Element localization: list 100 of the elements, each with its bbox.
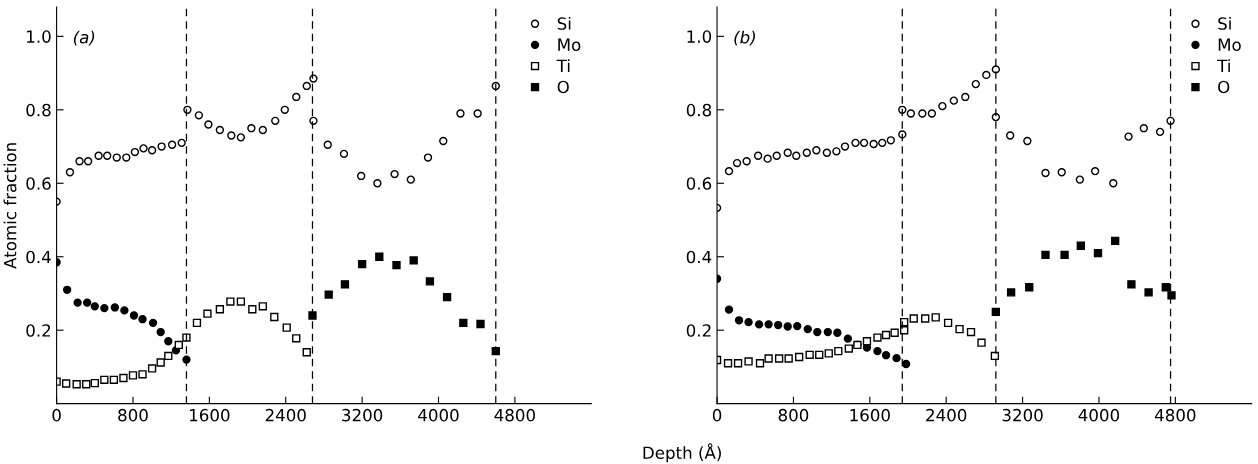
point (156, 358, 165, 367)
point (802, 148, 811, 157)
point (258, 125, 267, 135)
point (390, 169, 399, 179)
point (61, 379, 71, 388)
y-axis-title: Atomic fraction (3, 143, 17, 269)
point (1041, 250, 1050, 260)
point (110, 303, 120, 312)
point (1075, 175, 1085, 184)
point (177, 138, 186, 148)
point (1060, 250, 1069, 260)
point (236, 133, 246, 142)
point (392, 261, 401, 270)
point (982, 70, 991, 80)
x-tick-label: 800 (778, 408, 809, 422)
point (834, 346, 843, 356)
point (851, 138, 860, 148)
point (258, 302, 267, 311)
x-tick-label: 3200 (1002, 408, 1043, 422)
legend-label: O (557, 80, 569, 94)
point (815, 350, 824, 359)
point (167, 140, 177, 149)
point (1109, 179, 1118, 188)
point (409, 256, 418, 265)
legend-label: Si (1218, 16, 1231, 30)
point (938, 101, 947, 111)
point (859, 138, 869, 148)
y-tick-label: 0.2 (26, 324, 51, 337)
point (824, 349, 833, 358)
point (763, 154, 772, 163)
point (442, 292, 452, 302)
point (1161, 283, 1170, 292)
point (1023, 136, 1032, 146)
point (724, 166, 734, 176)
point (773, 320, 783, 330)
point (869, 139, 878, 149)
point (456, 109, 465, 118)
point (473, 109, 482, 118)
point (783, 322, 792, 331)
point (459, 318, 468, 328)
point (423, 153, 433, 162)
point (909, 314, 918, 323)
point (174, 340, 183, 350)
point (840, 142, 850, 151)
x-tick-label: 4800 (494, 408, 535, 422)
point (340, 280, 350, 289)
point (280, 105, 289, 114)
point (862, 337, 872, 346)
point (764, 320, 773, 329)
point (226, 297, 235, 306)
point (977, 338, 986, 347)
point (425, 277, 435, 286)
point (961, 92, 970, 102)
point (227, 131, 236, 140)
point (805, 350, 814, 359)
point (270, 312, 279, 322)
point (292, 334, 301, 343)
legend-label: Mo (1218, 38, 1241, 51)
point (971, 79, 980, 89)
point (783, 148, 792, 157)
point (164, 337, 173, 346)
point (784, 354, 793, 363)
point (82, 298, 92, 307)
x-tick-label: 800 (118, 408, 148, 422)
point (1057, 168, 1066, 177)
point (120, 306, 129, 315)
point (182, 355, 191, 364)
x-tick-label: 1600 (189, 408, 230, 422)
point (157, 142, 166, 151)
point (955, 324, 964, 334)
point (215, 125, 225, 135)
point (323, 140, 332, 149)
point (236, 297, 246, 306)
point (324, 290, 333, 299)
point (1167, 291, 1176, 300)
x-tick-label: 4000 (1078, 408, 1120, 422)
point (764, 354, 773, 363)
y-tick-label: 0.4 (686, 250, 712, 264)
point (130, 147, 140, 157)
legend-label: O (1218, 80, 1230, 94)
point (886, 136, 895, 145)
point (742, 157, 751, 166)
point (302, 81, 311, 91)
point (62, 285, 72, 294)
x-tick-label: 2400 (265, 408, 306, 422)
point (774, 354, 784, 363)
point (744, 317, 753, 327)
x-axis-title: Depth (Å) (643, 443, 721, 463)
text: (b) (734, 30, 755, 46)
point (843, 334, 853, 343)
point (100, 375, 109, 384)
point (248, 305, 257, 314)
legend-label: Ti (556, 59, 570, 72)
text: (a) (73, 30, 95, 46)
point (82, 380, 91, 389)
x-tick-label: 0 (52, 408, 61, 422)
point (1155, 127, 1165, 137)
point (72, 380, 81, 389)
point (724, 305, 734, 314)
point (844, 344, 853, 353)
